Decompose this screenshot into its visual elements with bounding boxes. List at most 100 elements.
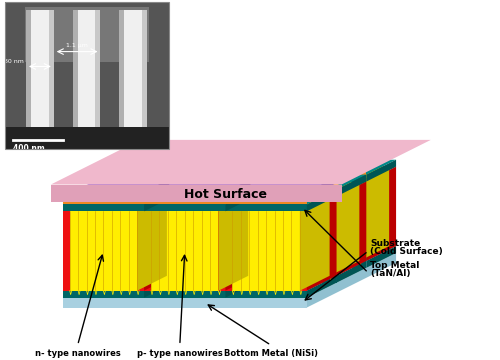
Polygon shape xyxy=(62,211,144,291)
Bar xyxy=(26,10,54,132)
Polygon shape xyxy=(285,167,396,181)
Polygon shape xyxy=(336,181,366,276)
Polygon shape xyxy=(167,181,196,276)
Polygon shape xyxy=(255,171,366,185)
Polygon shape xyxy=(204,160,314,175)
Polygon shape xyxy=(285,261,366,268)
Polygon shape xyxy=(144,276,174,298)
Polygon shape xyxy=(169,165,198,185)
Bar xyxy=(26,10,31,132)
Polygon shape xyxy=(174,171,285,185)
Polygon shape xyxy=(255,175,366,189)
Polygon shape xyxy=(137,197,167,291)
Polygon shape xyxy=(122,160,234,175)
Polygon shape xyxy=(285,171,366,175)
Polygon shape xyxy=(144,204,226,211)
Polygon shape xyxy=(366,246,396,268)
Polygon shape xyxy=(366,167,396,261)
Polygon shape xyxy=(302,180,332,201)
Polygon shape xyxy=(5,2,169,149)
Polygon shape xyxy=(204,175,285,181)
Polygon shape xyxy=(62,298,307,307)
Polygon shape xyxy=(51,185,342,202)
Polygon shape xyxy=(174,276,255,283)
Polygon shape xyxy=(198,150,228,171)
Polygon shape xyxy=(122,261,204,268)
Polygon shape xyxy=(68,180,169,194)
Polygon shape xyxy=(248,181,278,276)
Polygon shape xyxy=(129,181,196,261)
Polygon shape xyxy=(260,165,362,180)
Polygon shape xyxy=(204,167,234,261)
Polygon shape xyxy=(226,201,307,204)
Polygon shape xyxy=(70,211,137,291)
Polygon shape xyxy=(230,194,302,201)
Polygon shape xyxy=(255,181,285,276)
Polygon shape xyxy=(62,253,396,298)
Polygon shape xyxy=(255,189,336,197)
Polygon shape xyxy=(255,276,336,283)
Polygon shape xyxy=(92,197,174,276)
Polygon shape xyxy=(196,167,226,261)
Bar xyxy=(142,10,147,132)
Polygon shape xyxy=(285,246,396,261)
Text: (Cold Surface): (Cold Surface) xyxy=(370,247,443,256)
Polygon shape xyxy=(232,197,330,211)
Polygon shape xyxy=(307,253,396,307)
Polygon shape xyxy=(179,180,250,185)
Polygon shape xyxy=(280,150,310,171)
Polygon shape xyxy=(250,165,280,185)
Polygon shape xyxy=(300,197,330,291)
Polygon shape xyxy=(149,194,220,201)
Polygon shape xyxy=(174,181,204,276)
Polygon shape xyxy=(174,185,255,189)
Polygon shape xyxy=(127,150,228,165)
Bar xyxy=(5,2,169,149)
Polygon shape xyxy=(100,197,167,276)
Polygon shape xyxy=(332,165,362,185)
Polygon shape xyxy=(226,276,336,291)
Polygon shape xyxy=(144,197,174,291)
Bar xyxy=(96,10,100,132)
Polygon shape xyxy=(174,261,285,276)
Polygon shape xyxy=(129,167,226,181)
Polygon shape xyxy=(290,150,391,165)
Polygon shape xyxy=(174,189,255,197)
Polygon shape xyxy=(92,181,204,197)
Polygon shape xyxy=(149,180,250,194)
Polygon shape xyxy=(330,181,360,276)
Polygon shape xyxy=(122,167,234,181)
Polygon shape xyxy=(144,201,226,204)
Polygon shape xyxy=(226,204,307,211)
Polygon shape xyxy=(255,261,366,276)
Text: Top Metal: Top Metal xyxy=(370,261,420,270)
Polygon shape xyxy=(336,261,366,283)
Polygon shape xyxy=(208,150,310,165)
Bar xyxy=(120,10,124,132)
Polygon shape xyxy=(144,189,255,204)
Polygon shape xyxy=(210,181,278,261)
Polygon shape xyxy=(226,185,336,201)
Polygon shape xyxy=(70,197,167,211)
Polygon shape xyxy=(62,291,144,298)
Polygon shape xyxy=(204,246,314,261)
Polygon shape xyxy=(292,167,389,181)
Polygon shape xyxy=(285,167,314,261)
Polygon shape xyxy=(226,197,336,211)
Polygon shape xyxy=(366,160,396,181)
Polygon shape xyxy=(174,175,204,197)
Bar xyxy=(120,10,147,132)
Polygon shape xyxy=(226,211,307,291)
Polygon shape xyxy=(290,165,362,171)
Polygon shape xyxy=(336,175,366,197)
Polygon shape xyxy=(255,175,285,197)
Polygon shape xyxy=(151,197,248,211)
Polygon shape xyxy=(92,189,174,197)
Polygon shape xyxy=(307,276,336,298)
Polygon shape xyxy=(144,189,174,211)
Polygon shape xyxy=(285,160,314,181)
Polygon shape xyxy=(98,165,198,180)
Polygon shape xyxy=(285,175,366,181)
Polygon shape xyxy=(122,246,234,261)
Polygon shape xyxy=(210,167,308,181)
